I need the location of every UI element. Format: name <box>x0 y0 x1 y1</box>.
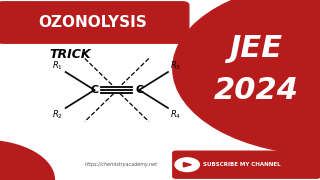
Circle shape <box>173 0 320 155</box>
Text: OZONOLYSIS: OZONOLYSIS <box>38 15 147 30</box>
Text: 2024: 2024 <box>213 75 299 105</box>
Text: https://chemistryacademy.net: https://chemistryacademy.net <box>85 162 158 167</box>
Text: $R_2$: $R_2$ <box>52 108 63 121</box>
Text: $R_4$: $R_4$ <box>170 108 182 121</box>
Circle shape <box>0 140 54 180</box>
Text: C: C <box>90 85 99 95</box>
Polygon shape <box>183 163 191 167</box>
Text: SUBSCRIBE MY CHANNEL: SUBSCRIBE MY CHANNEL <box>203 162 281 167</box>
Text: JEE: JEE <box>229 34 283 63</box>
FancyBboxPatch shape <box>0 2 189 43</box>
Text: C: C <box>135 85 143 95</box>
FancyBboxPatch shape <box>173 151 320 178</box>
Text: TRICK: TRICK <box>50 48 91 60</box>
Circle shape <box>175 158 199 172</box>
Text: $R_1$: $R_1$ <box>52 59 63 72</box>
Text: $R_3$: $R_3$ <box>171 59 181 72</box>
